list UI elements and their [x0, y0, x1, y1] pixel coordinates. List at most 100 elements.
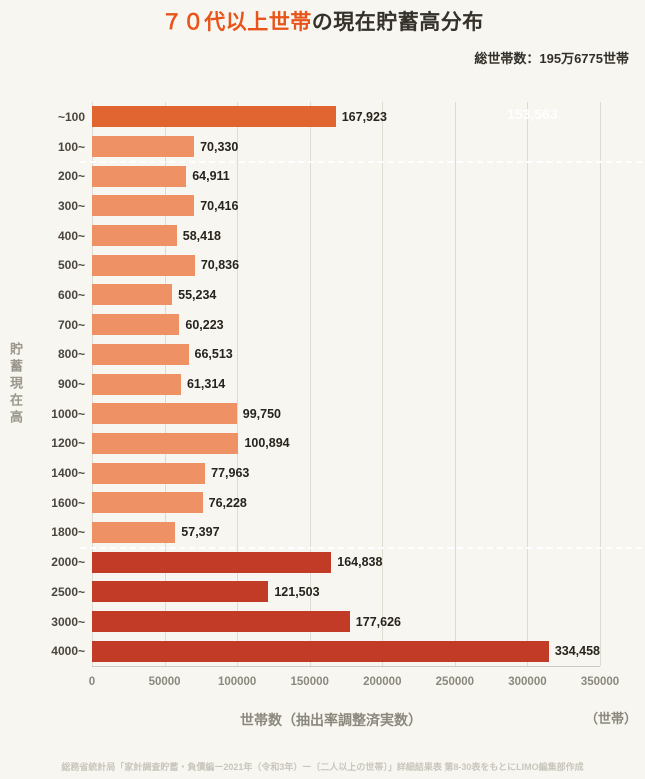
bar [92, 403, 237, 425]
gridline [600, 102, 601, 666]
bar [92, 432, 239, 454]
bar [92, 492, 203, 514]
x-tick-label: 50000 [148, 676, 181, 688]
group-separator-line [80, 547, 642, 550]
value-label: 55,234 [178, 287, 217, 302]
bar-row: 100~ 70,330 [58, 132, 600, 162]
x-axis-unit: （世帯） [584, 711, 637, 726]
x-axis-label: 世帯数（抽出率調整済実数） [240, 712, 422, 728]
bar [92, 343, 189, 365]
bar-row: 400~ 58,418 [58, 221, 600, 251]
bar [92, 225, 177, 247]
value-label: 164,838 [337, 555, 383, 570]
x-tick-label: 100000 [217, 676, 257, 688]
y-axis-label: 貯蓄現在高 [8, 341, 23, 427]
x-tick-label: 350000 [580, 676, 620, 688]
value-label: 61,314 [186, 377, 226, 392]
value-label: 70,836 [200, 258, 240, 273]
gridline [382, 102, 384, 666]
gridline [237, 102, 239, 666]
gridline [527, 102, 529, 666]
category-label: 900~ [57, 377, 85, 392]
value-label: 167,923 [341, 109, 387, 124]
bar [92, 314, 180, 336]
bar-row: 1600~ 76,228 [51, 488, 600, 518]
bar [92, 254, 195, 276]
value-label: 121,503 [274, 584, 320, 599]
gridline [454, 102, 456, 666]
category-label: 1400~ [51, 466, 85, 481]
bar-row: 500~ 70,836 [58, 250, 600, 280]
category-label: 500~ [57, 258, 85, 273]
category-label: 1000~ [51, 406, 85, 421]
bar [92, 640, 549, 662]
bar-row: 2500~ 121,503 [51, 577, 600, 607]
bar-rows: ~100 167,923 100~ 70,330 200~ 64,911 300~ 70,41… [51, 102, 600, 666]
value-label: 57,397 [181, 525, 220, 540]
bar-row: 200~ 64,911 [58, 161, 600, 191]
bar-row: 1200~ 100,894 [51, 429, 600, 459]
bar-row: 4000~ 334,458 [51, 636, 600, 666]
value-label: 77,963 [211, 466, 250, 481]
value-label: 100,894 [244, 436, 290, 451]
x-tick-label: 150000 [290, 676, 329, 688]
x-tick-label: 250000 [435, 676, 475, 688]
annotation-value: 153,563 [507, 106, 558, 122]
bar-chart: ~100 167,923 100~ 70,330 200~ 64,911 300~ 70,41… [51, 102, 642, 667]
bar-row: 2000~ 164,838 [51, 547, 600, 577]
category-label: 800~ [57, 347, 85, 362]
bar [92, 136, 195, 158]
bar-row: 900~ 61,314 [58, 369, 600, 399]
category-label: 3000~ [51, 614, 85, 629]
x-tick-label: 0 [88, 676, 96, 688]
category-label: 400~ [57, 228, 85, 243]
bar-row: 1800~ 57,397 [51, 518, 600, 548]
chart-title-highlight: ７０代以上世帯 [161, 11, 312, 34]
category-label: 1600~ [51, 495, 85, 510]
bar-row: ~100 167,923 [58, 102, 600, 132]
category-label: 600~ [57, 287, 85, 302]
value-label: 76,228 [208, 495, 247, 510]
bar [92, 462, 206, 484]
bar [92, 284, 173, 306]
category-label: 2000~ [51, 555, 85, 570]
value-label: 66,513 [194, 347, 233, 362]
bar [92, 611, 350, 633]
bar [92, 106, 336, 128]
bar-row: 1400~ 77,963 [51, 458, 600, 488]
x-tick-label: 200000 [363, 676, 402, 688]
category-label: 700~ [57, 317, 85, 332]
bar [92, 195, 195, 217]
group-separator-line [80, 161, 642, 164]
bar [92, 373, 181, 395]
value-label: 70,330 [200, 139, 239, 154]
category-label: 4000~ [51, 644, 85, 659]
bar-row: 600~ 55,234 [58, 280, 600, 310]
bar-row: 3000~ 177,626 [51, 607, 600, 637]
category-label: 1800~ [51, 525, 85, 540]
bar-row: 1000~ 99,750 [51, 399, 600, 429]
x-ticks: 0 50000 100000 150000 200000 250000 300000 3500… [88, 676, 619, 692]
category-label: 2500~ [51, 584, 85, 599]
value-label: 70,416 [200, 198, 239, 213]
value-label: 334,458 [554, 644, 600, 659]
gridline [309, 102, 311, 666]
value-label: 99,750 [242, 406, 281, 421]
category-label: 1200~ [51, 436, 85, 451]
total-households-note: 総世帯数：195万6775世帯 [474, 51, 629, 66]
bar [92, 521, 176, 543]
chart-title-rest: の現在貯蓄高分布 [311, 11, 484, 34]
source-credit: 総務省統計局「家計調査貯蓄・負債編ー2021年（令和3年）ー〔二人以上の世帯〕」… [61, 762, 584, 772]
bar-row: 300~ 70,416 [58, 191, 600, 221]
chart-title: ７０代以上世帯の現在貯蓄高分布 [0, 6, 645, 36]
value-label: 64,911 [192, 169, 230, 184]
category-label: 300~ [57, 198, 85, 213]
bar [92, 551, 332, 573]
category-label: ~100 [57, 109, 85, 124]
category-label: 200~ [57, 169, 85, 184]
bar-row: 800~ 66,513 [58, 340, 600, 370]
value-label: 60,223 [185, 317, 224, 332]
bar-row: 700~ 60,223 [58, 310, 600, 340]
category-label: 100~ [57, 139, 85, 154]
